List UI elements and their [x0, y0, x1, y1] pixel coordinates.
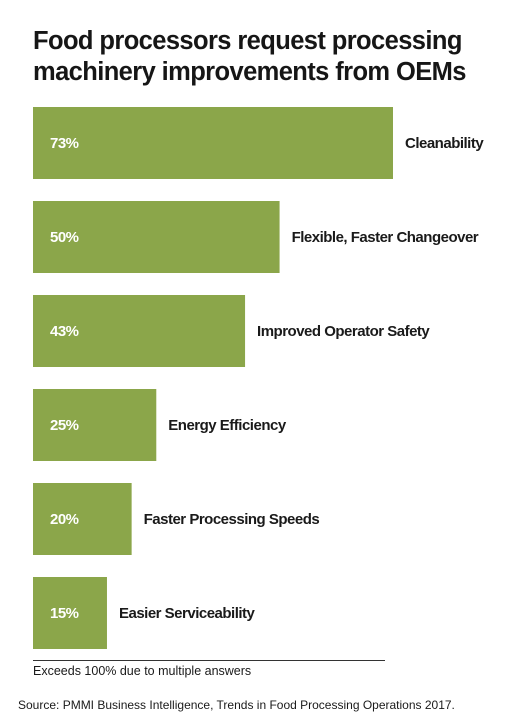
source-note: Source: PMMI Business Intelligence, Tren…: [18, 698, 455, 712]
footnote-divider: [33, 660, 385, 661]
category-label-improved-operator-safety: Improved Operator Safety: [257, 323, 430, 340]
category-label-easier-serviceability: Easier Serviceability: [119, 605, 256, 622]
footnote: Exceeds 100% due to multiple answers: [33, 664, 252, 678]
value-label-flexible-faster-changeover: 50%: [50, 229, 79, 246]
category-label-faster-processing-speeds: Faster Processing Speeds: [144, 511, 320, 528]
category-label-energy-efficiency: Energy Efficiency: [168, 417, 287, 434]
chart-title: Food processors request processing machi…: [33, 27, 466, 86]
value-label-cleanability: 73%: [50, 135, 79, 152]
value-label-faster-processing-speeds: 20%: [50, 511, 79, 528]
value-label-improved-operator-safety: 43%: [50, 323, 79, 340]
bar-improved-operator-safety: [33, 295, 246, 367]
bar-cleanability: [33, 107, 393, 179]
value-label-energy-efficiency: 25%: [50, 417, 79, 434]
value-label-easier-serviceability: 15%: [50, 605, 79, 622]
bar-chart: 73% Cleanability 50% Flexible, Faster Chang…: [33, 107, 485, 649]
bar-energy-efficiency: [33, 389, 157, 461]
bar-easier-serviceability: [33, 577, 107, 649]
category-label-flexible-faster-changeover: Flexible, Faster Changeover: [292, 229, 479, 246]
category-label-cleanability: Cleanability: [405, 135, 484, 152]
bar-faster-processing-speeds: [33, 483, 132, 555]
bar-flexible-faster-changeover: [33, 201, 280, 273]
